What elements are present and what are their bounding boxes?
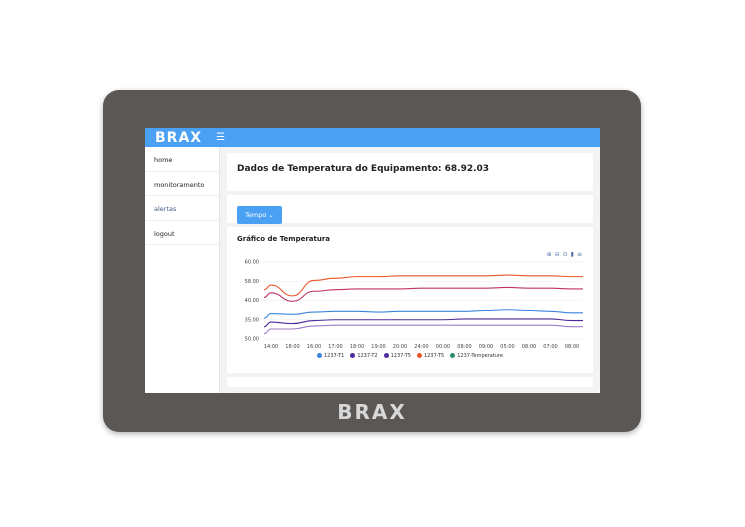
zoom-reset-icon[interactable]: ⊙ — [562, 251, 571, 258]
x-tick-label: 08:00 — [522, 344, 536, 350]
filter-bar: Tempo ⌄ — [227, 195, 593, 224]
legend-label: 1237-T2 — [357, 353, 378, 359]
brand-logo: BRAX — [155, 129, 203, 146]
y-tick-label: 40.00 — [245, 298, 259, 304]
x-tick-label: 14:00 — [264, 344, 278, 350]
series-line-1237-Temperature — [263, 286, 583, 302]
time-dropdown-button[interactable]: Tempo ⌄ — [237, 206, 282, 224]
download-icon[interactable]: ▮ — [570, 251, 577, 258]
device-logo: BRAX — [337, 400, 407, 424]
series-line-1237-T5 — [263, 274, 583, 297]
y-tick-label: 50.00 — [245, 337, 259, 343]
chart-card: Gráfico de Temperatura ⊕⊖⊙▮≡ 60.00 58.00 4… — [227, 227, 593, 373]
zoom-out-icon[interactable]: ⊖ — [554, 251, 563, 258]
x-tick-label: 18:00 — [350, 344, 364, 350]
x-tick-label: 20:00 — [393, 344, 407, 350]
series-line-1237-T5 — [263, 324, 583, 335]
sidebar-item-alertas[interactable]: alertas — [145, 196, 219, 221]
legend-dot — [416, 353, 422, 358]
chart-legend: 1237-T1 1237-T2 1237-T5 1237-T5 1237-Tempera… — [227, 353, 593, 359]
series-line-1237-T2 — [263, 318, 583, 328]
x-tick-label: 19:00 — [371, 344, 385, 350]
x-tick-label: 07:00 — [543, 344, 557, 350]
legend-dot — [350, 353, 356, 358]
next-card — [227, 377, 593, 387]
legend-label: 1237-T1 — [324, 353, 345, 359]
y-tick-label: 58.00 — [245, 279, 259, 285]
screen: BRAX ☰ home monitoramento alertas logout… — [145, 128, 600, 393]
legend-label: 1237-Temperature — [457, 353, 503, 359]
legend-label: 1237-T5 — [423, 353, 445, 359]
legend-dot — [383, 353, 389, 358]
page-title: Dados de Temperatura do Equipamento: 68.… — [227, 153, 593, 191]
legend-item[interactable]: 1237-Temperature — [450, 353, 503, 359]
y-tick-label: 60.00 — [245, 260, 259, 266]
legend-item[interactable]: 1237-T5 — [416, 353, 445, 359]
legend-dot — [317, 353, 322, 358]
x-tick-label: 24:00 — [414, 344, 428, 350]
chart-title: Gráfico de Temperatura — [237, 235, 331, 243]
temperature-chart: 60.00 58.00 40.00 35.00 50.00 14:00 18:00 16:00… — [245, 260, 583, 350]
series-line-1237-T1 — [263, 309, 583, 319]
y-tick-label: 35.00 — [245, 317, 259, 323]
sidebar-item-logout[interactable]: logout — [145, 221, 219, 245]
x-tick-label: 16:00 — [307, 344, 321, 350]
hamburger-icon[interactable]: ☰ — [216, 132, 226, 143]
top-bar: BRAX ☰ — [145, 128, 600, 147]
legend-item[interactable]: 1237-T1 — [317, 353, 344, 359]
zoom-in-icon[interactable]: ⊕ — [546, 251, 555, 258]
sidebar-item-monitoramento[interactable]: monitoramento — [145, 172, 219, 196]
menu-icon[interactable]: ≡ — [576, 251, 585, 258]
legend-item[interactable]: 1237-T5 — [383, 353, 411, 359]
x-tick-label: 00:00 — [436, 344, 450, 350]
x-tick-label: 08:00 — [565, 344, 579, 350]
legend-dot — [450, 353, 456, 358]
x-tick-label: 17:00 — [328, 344, 342, 350]
x-tick-label: 08:00 — [457, 344, 471, 350]
sidebar-item-home[interactable]: home — [145, 147, 219, 172]
x-tick-label: 18:00 — [285, 344, 299, 350]
sidebar: home monitoramento alertas logout — [145, 147, 220, 393]
x-tick-label: 05:00 — [500, 344, 514, 350]
x-tick-label: 09:00 — [479, 344, 493, 350]
legend-item[interactable]: 1237-T2 — [350, 353, 378, 359]
main-content: Dados de Temperatura do Equipamento: 68.… — [227, 153, 593, 391]
legend-label: 1237-T5 — [390, 353, 411, 359]
chart-toolbar: ⊕⊖⊙▮≡ — [547, 251, 585, 258]
